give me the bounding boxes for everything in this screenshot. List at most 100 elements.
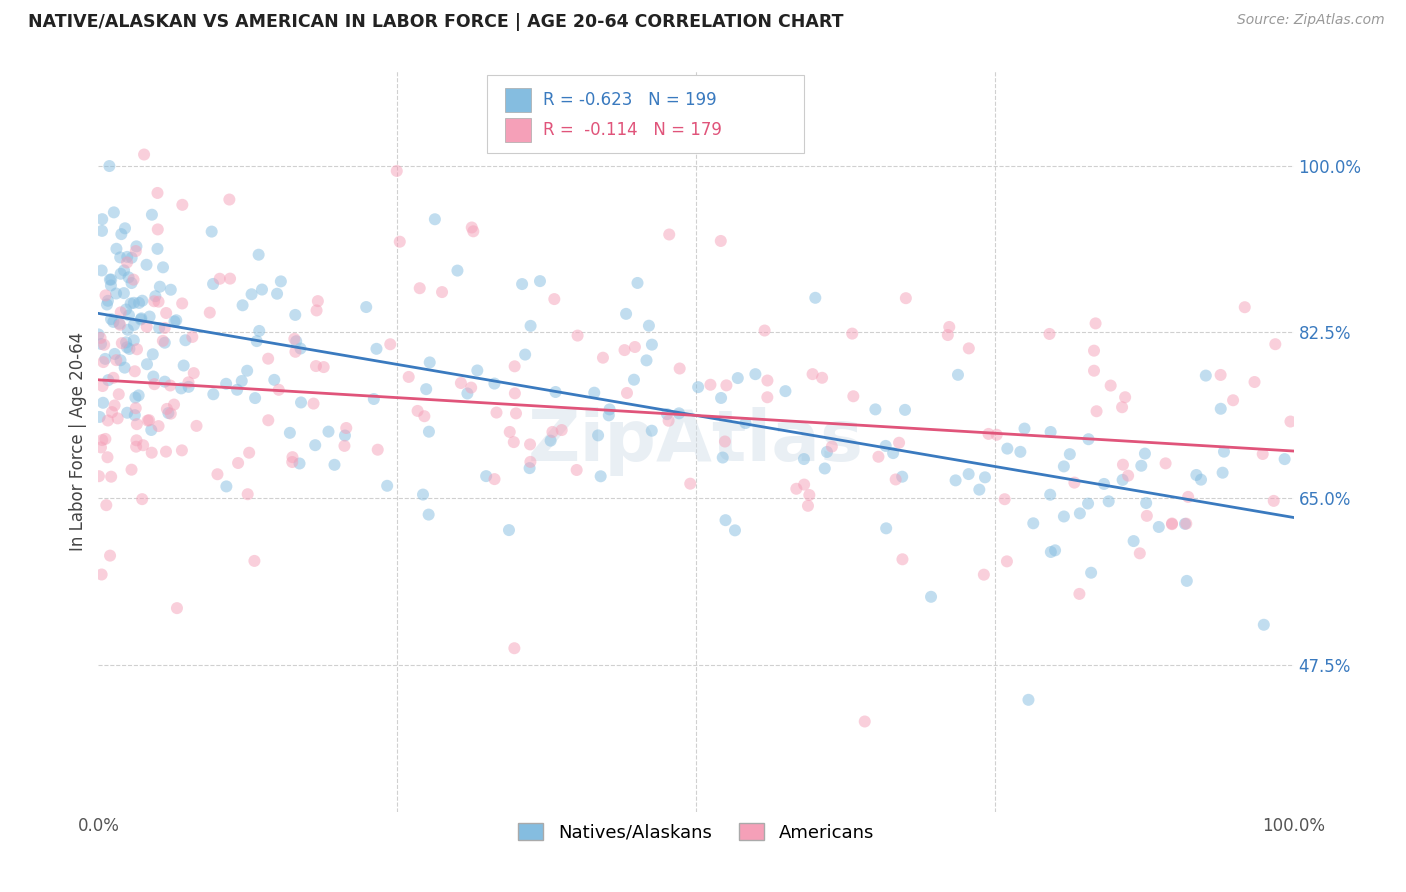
Point: [132, 438, 155, 452]
Point: [108, 318, 131, 332]
Point: [170, 381, 193, 395]
Point: [1175, 516, 1198, 531]
Point: [87, 327, 110, 342]
Point: [974, 470, 997, 484]
Point: [128, 388, 150, 402]
Point: [89, 409, 111, 424]
Point: [172, 198, 194, 212]
Point: [398, 370, 420, 384]
Point: [613, 343, 636, 357]
Point: [257, 351, 280, 366]
Point: [131, 293, 153, 308]
Point: [920, 590, 942, 604]
Point: [734, 416, 756, 430]
Point: [110, 267, 132, 281]
Point: [110, 227, 132, 241]
Point: [551, 423, 574, 437]
Point: [101, 405, 124, 419]
Point: [105, 353, 128, 368]
Point: [112, 263, 135, 277]
Point: [91, 224, 114, 238]
Point: [363, 392, 385, 406]
Point: [413, 409, 436, 424]
Point: [103, 205, 125, 219]
Point: [775, 384, 797, 398]
Point: [354, 300, 377, 314]
Point: [247, 248, 270, 262]
Point: [98, 272, 121, 286]
Point: [100, 469, 122, 483]
Point: [785, 482, 807, 496]
Point: [1161, 516, 1184, 531]
Point: [125, 244, 148, 258]
Point: [115, 340, 138, 354]
Point: [519, 455, 541, 469]
Point: [793, 477, 815, 491]
Point: [973, 567, 995, 582]
Point: [91, 396, 114, 410]
Point: [592, 351, 614, 365]
Point: [305, 303, 328, 318]
Point: [882, 446, 904, 460]
Point: [626, 276, 648, 290]
Point: [409, 281, 432, 295]
Point: [232, 298, 254, 312]
Point: [423, 212, 446, 227]
Point: [1116, 468, 1139, 483]
Point: [1274, 452, 1296, 467]
Point: [793, 452, 815, 467]
Point: [710, 234, 733, 248]
Point: [756, 390, 779, 404]
Point: [1114, 390, 1136, 404]
Point: [117, 270, 139, 285]
Point: [418, 425, 440, 439]
Point: [865, 402, 887, 417]
Point: [599, 402, 621, 417]
Point: [624, 340, 647, 354]
Point: [1213, 444, 1236, 458]
Point: [159, 283, 181, 297]
Point: [94, 288, 117, 302]
Point: [754, 324, 776, 338]
Point: [744, 367, 766, 381]
Point: [91, 433, 114, 447]
Point: [125, 440, 148, 454]
Point: [714, 513, 737, 527]
Point: [1053, 509, 1076, 524]
Point: [529, 274, 551, 288]
Point: [163, 314, 186, 328]
Point: [323, 458, 346, 472]
Point: [1279, 415, 1302, 429]
Point: [614, 307, 637, 321]
Point: [100, 278, 122, 293]
Point: [96, 297, 118, 311]
Point: [463, 224, 485, 238]
Point: [202, 387, 225, 401]
Point: [172, 296, 194, 310]
Point: [202, 277, 225, 291]
Point: [446, 263, 468, 277]
Point: [281, 450, 304, 465]
Point: [711, 450, 734, 465]
Point: [995, 554, 1018, 568]
Point: [1084, 317, 1107, 331]
Point: [821, 440, 844, 454]
FancyBboxPatch shape: [505, 88, 531, 112]
Point: [1111, 401, 1133, 415]
Point: [688, 380, 710, 394]
Point: [1069, 587, 1091, 601]
Point: [1083, 343, 1105, 358]
Point: [465, 363, 488, 377]
Point: [1069, 507, 1091, 521]
Point: [91, 355, 114, 369]
Point: [305, 359, 328, 373]
Point: [153, 335, 176, 350]
Point: [231, 374, 253, 388]
Point: [1039, 545, 1062, 559]
Point: [107, 387, 129, 401]
Point: [1043, 543, 1066, 558]
Point: [946, 368, 969, 382]
Point: [638, 318, 661, 333]
Point: [658, 227, 681, 242]
Point: [543, 292, 565, 306]
